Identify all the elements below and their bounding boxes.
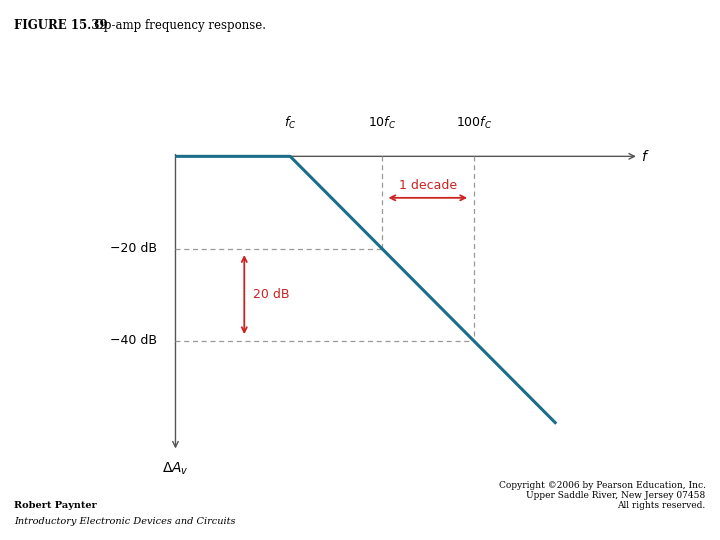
Text: Copyright ©2006 by Pearson Education, Inc.
Upper Saddle River, New Jersey 07458
: Copyright ©2006 by Pearson Education, In… [498, 481, 706, 510]
Text: $\Delta A_v$: $\Delta A_v$ [162, 461, 189, 477]
Text: −20 dB: −20 dB [110, 242, 157, 255]
Text: $f_C$: $f_C$ [284, 115, 297, 131]
Text: 1 decade: 1 decade [399, 179, 457, 192]
Text: Robert Paynter: Robert Paynter [14, 501, 97, 510]
Text: Op-amp frequency response.: Op-amp frequency response. [83, 19, 266, 32]
Text: 20 dB: 20 dB [253, 288, 289, 301]
Text: $f$: $f$ [641, 149, 649, 164]
Text: $10f_C$: $10f_C$ [368, 115, 396, 131]
Text: $100f_C$: $100f_C$ [456, 115, 492, 131]
Text: Introductory Electronic Devices and Circuits: Introductory Electronic Devices and Circ… [14, 517, 236, 526]
Text: −40 dB: −40 dB [110, 334, 157, 347]
Text: FIGURE 15.39: FIGURE 15.39 [14, 19, 108, 32]
